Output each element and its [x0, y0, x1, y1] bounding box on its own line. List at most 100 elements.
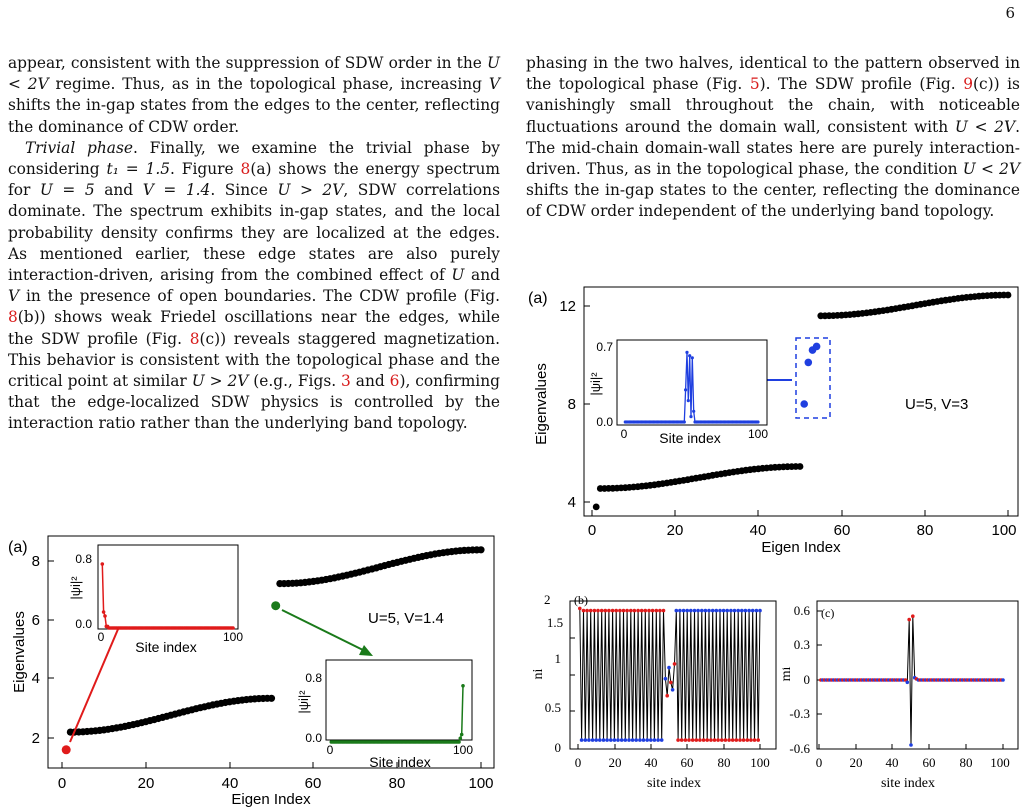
data-point	[725, 608, 729, 613]
data-point	[1004, 291, 1012, 299]
data-point	[690, 356, 694, 360]
data-point	[614, 608, 618, 613]
data-point	[629, 608, 633, 613]
fig9c-x-tick-label: 80	[960, 755, 973, 770]
fig8-y-axis-label: Eigenvalues	[11, 611, 28, 693]
fig9b-y-tick-label: 1.5	[547, 615, 563, 630]
fig8-inset-left-x-tick: 100	[223, 630, 243, 644]
fig9a-x-axis-label: Eigen Index	[761, 539, 841, 556]
fig9a-inset-y-label: |ψi|²	[588, 372, 603, 396]
fig8-y-tick-label: 6	[32, 612, 40, 629]
fig8-y-ticks	[48, 560, 54, 739]
data-point	[750, 608, 755, 613]
text-run: ). The SDW profile (Fig.	[759, 75, 956, 94]
text-run: (a) shows the energy spectrum for	[8, 160, 500, 200]
data-point	[754, 608, 759, 613]
data-point	[745, 738, 750, 742]
text-run: (b)) shows weak Friedel oscillations nea…	[8, 308, 500, 348]
fig9a-y-tick-label: 12	[559, 298, 576, 315]
data-point	[692, 608, 697, 613]
fig8-inset-left-y-label: |ψi|²	[68, 576, 83, 600]
data-point	[578, 606, 582, 611]
data-point	[709, 738, 713, 742]
fig9c-x-tick-label: 100	[990, 755, 1010, 770]
fig9a-y-tick-label: 4	[568, 494, 576, 511]
data-point	[741, 738, 746, 742]
figure-ref-link[interactable]: 9	[963, 75, 973, 94]
figure-ref-link[interactable]: 5	[749, 75, 760, 94]
data-point	[459, 732, 464, 737]
data-point	[696, 608, 700, 613]
data-point	[705, 738, 709, 742]
section-run-in-heading: Trivial phase	[25, 138, 133, 157]
data-point	[587, 738, 591, 742]
data-point	[590, 738, 595, 742]
fig8-plot-frame	[47, 535, 495, 769]
data-point	[909, 743, 913, 747]
fig9a-plot-frame	[583, 286, 1019, 517]
data-point	[756, 738, 760, 742]
data-point	[678, 608, 682, 613]
mid-gap-state-point	[812, 342, 821, 351]
data-point	[639, 608, 644, 613]
fig8-inset-left-y-tick: 0.0	[75, 617, 92, 631]
fig9c-x-tick-label: 20	[850, 755, 863, 770]
fig9a-x-tick-label: 20	[667, 522, 684, 539]
data-point	[588, 608, 593, 613]
mid-gap-state-point	[800, 400, 808, 408]
fig9b-x-tick-label: 0	[575, 755, 582, 770]
data-point	[267, 694, 276, 702]
text-run: , SDW correlations dominate. The spectru…	[8, 181, 500, 285]
data-point	[645, 738, 649, 742]
fig8-inset-left-frame	[97, 544, 239, 630]
figure-ref-link[interactable]: 8	[189, 329, 200, 348]
data-point	[663, 676, 668, 681]
text-run: ), confirming that the edge-localized SD…	[8, 372, 500, 433]
fig9a-panel-label: (a)	[528, 290, 548, 307]
fig8-x-ticks	[61, 762, 482, 768]
text-run: appear, consistent with the suppression …	[8, 54, 482, 72]
left-column-text: appear, consistent with the suppression …	[8, 53, 500, 435]
fig8-inset-left-y-tick: 0.8	[75, 552, 92, 566]
math-inline: V = 1.4	[142, 181, 211, 200]
fig8-y-tick-label: 2	[32, 730, 40, 747]
data-point	[603, 608, 608, 613]
data-point	[621, 608, 626, 613]
figure-ref-link[interactable]: 3	[341, 372, 351, 391]
text-run: (e.g., Figs.	[253, 372, 337, 391]
math-inline: U < 2V	[954, 117, 1016, 136]
data-point	[1001, 678, 1005, 682]
data-point	[461, 684, 465, 688]
figure-ref-link[interactable]: 8	[240, 160, 251, 179]
fig9b-y-tick-label: 0.5	[545, 700, 561, 715]
fig9b-y-tick-label: 0	[555, 740, 562, 755]
figure-9c: (c) mi site index 0.6 0.3 0 -0.3 -0.6 0 …	[782, 600, 1019, 791]
fig9a-inset-x-tick: 0	[621, 427, 628, 441]
fig8-arrowhead-green	[359, 645, 373, 656]
data-point	[756, 420, 760, 424]
figure-ref-link[interactable]: 6	[389, 372, 400, 391]
data-point	[907, 617, 911, 622]
math-inline: V	[8, 287, 20, 306]
data-point	[689, 608, 693, 613]
fig8-inset-right-y-label: |ψi|²	[296, 690, 311, 714]
data-point	[674, 608, 679, 613]
fig8-x-tick-label: 40	[222, 775, 239, 792]
fig9c-x-axis-label: site index	[881, 776, 935, 791]
fig9b-x-tick-label: 60	[681, 755, 694, 770]
data-point	[649, 738, 653, 742]
data-point	[690, 738, 695, 742]
figure-8: (a) Eigenvalues Eigen Index 2 4 6 8 0 20…	[8, 535, 495, 808]
fig9a-x-ticks	[591, 510, 1009, 516]
paragraph-1: appear, consistent with the suppression …	[8, 53, 500, 138]
fig9b-x-tick-label: 40	[645, 755, 658, 770]
data-point	[658, 608, 662, 613]
data-point	[612, 738, 617, 742]
fig9a-inset-y-tick: 0.7	[596, 340, 613, 354]
fig9a-inset-x-label: Site index	[659, 430, 720, 446]
data-point	[669, 680, 673, 685]
fig9a-x-tick-label: 80	[917, 522, 934, 539]
data-point	[707, 608, 711, 613]
data-point	[103, 614, 107, 618]
figure-ref-link[interactable]: 8	[8, 308, 18, 327]
